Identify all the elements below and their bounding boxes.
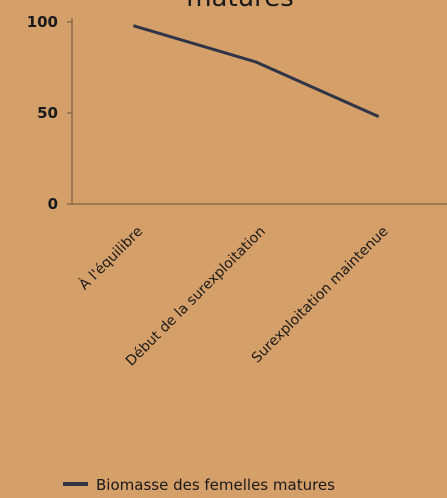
x-tick-label: Début de la surexploitation [123, 224, 269, 370]
legend-label: Biomasse des femelles matures [96, 476, 335, 494]
x-tick-label: Surexploitation maintenue [249, 224, 392, 367]
y-tick-label: 100 [27, 13, 58, 31]
legend: Biomasse des femelles matures [63, 476, 335, 494]
x-tick-label: À l'équilibre [76, 223, 147, 294]
series-line [132, 24, 380, 119]
y-tick-label: 50 [37, 104, 58, 122]
y-axis: 0 50 100 [27, 13, 73, 213]
chart-title: matures [186, 0, 294, 13]
y-tick-label: 0 [48, 195, 58, 213]
series-lines [132, 24, 380, 119]
